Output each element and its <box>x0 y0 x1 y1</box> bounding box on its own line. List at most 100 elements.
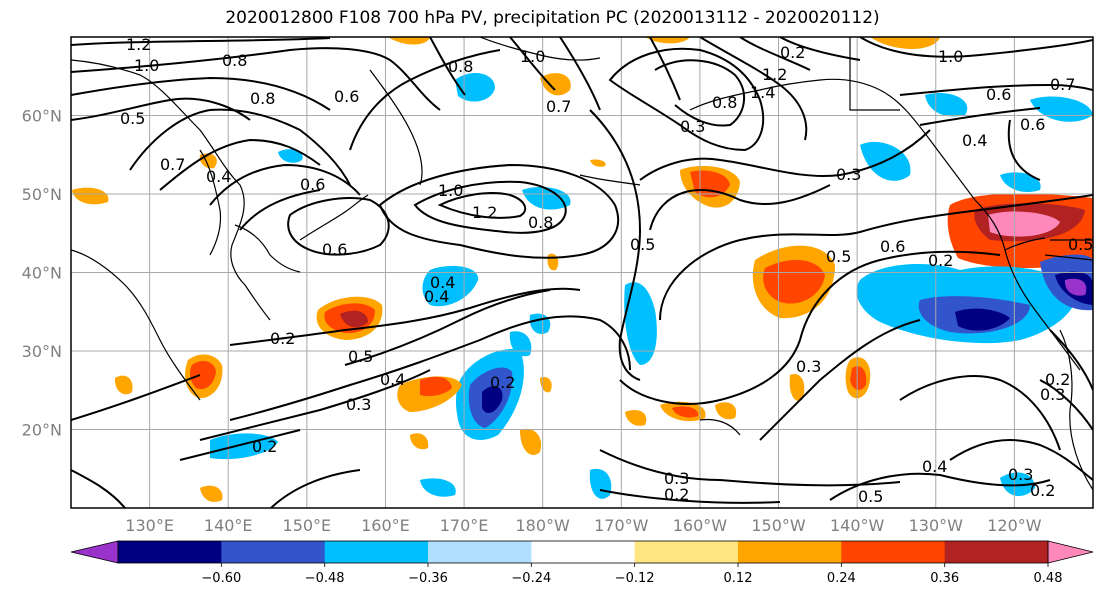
pv-contour <box>179 429 301 461</box>
lon-tick-label: 130°W <box>909 516 964 535</box>
pv-contour <box>229 315 631 421</box>
colorbar-extend-low <box>70 540 119 564</box>
lat-tick-label: 20°N <box>22 421 62 440</box>
contour-label: 0.7 <box>160 155 185 174</box>
precip-blob <box>114 375 133 395</box>
precip-blob <box>455 73 495 102</box>
pv-contour <box>619 250 1001 405</box>
coastline <box>234 224 301 273</box>
pv-contour <box>270 469 361 508</box>
pv-contour <box>209 163 361 206</box>
contour-label: 0.5 <box>1068 235 1093 254</box>
pv-contour <box>413 180 567 234</box>
precip-blob <box>1000 472 1035 497</box>
contour-label: 1.2 <box>762 65 787 84</box>
pv-contour <box>239 189 321 231</box>
precip-blob <box>789 374 805 401</box>
coastline <box>369 69 423 186</box>
lon-tick-label: 160°E <box>361 516 410 535</box>
pv-contour <box>349 49 501 151</box>
precip-blob <box>420 376 452 397</box>
pv-contour <box>229 287 581 346</box>
colorbar-extend-high <box>1047 540 1094 564</box>
contour-label: 0.5 <box>120 109 145 128</box>
colorbar-frame <box>117 540 1049 564</box>
pv-contour <box>699 37 808 141</box>
precip-blob <box>72 187 109 205</box>
precip-blob <box>482 386 503 414</box>
pv-contour <box>639 129 931 181</box>
contour-label: 0.6 <box>880 237 905 256</box>
contour-label: 1.4 <box>750 83 775 102</box>
colorbar-tick-label: −0.60 <box>201 571 241 586</box>
pv-contour <box>71 76 331 111</box>
precip-blob <box>547 253 559 271</box>
pv-contour <box>344 289 551 366</box>
contour-label: 1.0 <box>134 56 159 75</box>
pv-contour <box>649 184 831 231</box>
contour-label: 0.8 <box>712 93 737 112</box>
contour-label: 0.4 <box>962 131 987 150</box>
pv-contour <box>509 37 556 91</box>
pv-contour <box>859 37 1093 58</box>
lon-tick-labels: 130°E 140°E 150°E 160°E 170°E 180°W 170°W 160°W… <box>125 516 1041 535</box>
precip-blob <box>870 37 940 50</box>
colorbar-segment <box>634 541 739 563</box>
colorbar-tick-label: −0.48 <box>305 571 345 586</box>
coastline <box>1004 237 1046 251</box>
contour-label: 0.7 <box>546 97 571 116</box>
precip-blob <box>715 402 737 420</box>
coastlines <box>71 37 1093 491</box>
pv-contour <box>1007 119 1041 181</box>
lon-tick-label: 160°W <box>673 516 728 535</box>
pv-contour <box>129 108 351 186</box>
precip-blob <box>1064 278 1087 296</box>
contour-label: 0.4 <box>380 370 405 389</box>
precip-blob <box>672 406 699 418</box>
pv-contour <box>71 374 201 421</box>
pv-contour <box>949 439 1093 481</box>
chart-title: 2020012800 F108 700 hPa PV, precipitatio… <box>225 8 880 28</box>
precip-blob <box>625 409 647 426</box>
lon-tick-label: 140°W <box>830 516 885 535</box>
colorbar-tick-label: 0.12 <box>724 571 753 586</box>
precip-blob <box>420 478 456 497</box>
pv-contours <box>71 37 1093 508</box>
colorbar-tick-label: −0.36 <box>408 571 448 586</box>
lat-tick-label: 50°N <box>22 185 62 204</box>
coastline <box>479 37 601 61</box>
gridlines <box>71 37 1093 508</box>
contour-label: 0.6 <box>300 175 325 194</box>
lon-tick-label: 170°E <box>440 516 489 535</box>
contour-label: 0.3 <box>1008 465 1033 484</box>
pv-contour <box>779 37 861 61</box>
precip-blob <box>388 37 430 45</box>
pv-contour <box>589 109 642 381</box>
border <box>1044 254 1093 261</box>
colorbar-segment <box>738 541 842 563</box>
colorbar-segment <box>118 541 222 563</box>
pv-contour <box>199 369 431 441</box>
pv-contour <box>71 469 126 508</box>
contour-label: 0.4 <box>430 273 455 292</box>
contour-label: 0.3 <box>664 469 689 488</box>
lon-tick-label: 140°E <box>204 516 253 535</box>
contour-label: 0.2 <box>1045 370 1070 389</box>
pv-contour <box>71 37 331 46</box>
contour-label: 0.8 <box>528 213 553 232</box>
pv-contour <box>739 37 811 71</box>
lon-tick-label: 120°W <box>987 516 1042 535</box>
precip-blob <box>540 376 552 393</box>
contour-label: 1.2 <box>126 35 151 54</box>
coastline <box>299 194 369 241</box>
pv-contour <box>429 37 466 96</box>
lat-tick-label: 60°N <box>22 107 62 126</box>
contour-label: 0.3 <box>1040 385 1065 404</box>
pv-contour <box>659 194 1093 321</box>
contour-label: 0.2 <box>252 437 277 456</box>
contour-label: 0.3 <box>346 395 371 414</box>
lon-tick-label: 170°W <box>594 516 649 535</box>
contour-label: 0.4 <box>424 287 449 306</box>
pv-contour <box>437 192 527 219</box>
